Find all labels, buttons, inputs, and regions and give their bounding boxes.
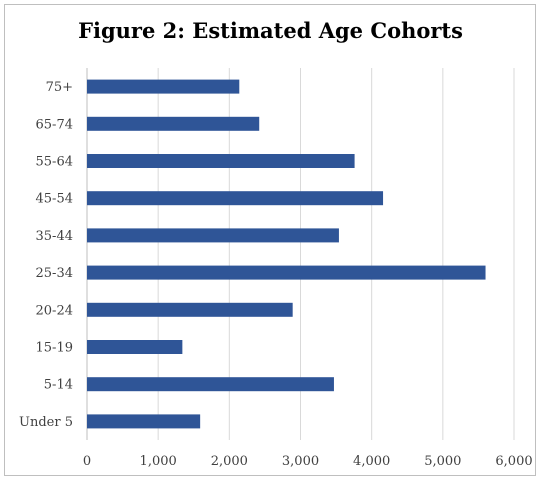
category-label: 65-74 xyxy=(36,117,73,132)
bar-20-24 xyxy=(87,302,293,317)
category-label: 35-44 xyxy=(36,229,73,244)
bar-65-74 xyxy=(87,116,260,131)
x-tick-label: 4,000 xyxy=(353,454,390,469)
category-label: 55-64 xyxy=(36,155,73,170)
bar-5-14 xyxy=(87,377,334,392)
x-tick-label: 6,000 xyxy=(495,454,532,469)
bar-under-5 xyxy=(87,414,201,429)
category-label: 75+ xyxy=(46,80,73,95)
category-label: 5-14 xyxy=(44,378,73,393)
x-tick-labels: 0 1,000 2,000 3,000 4,000 5,000 6,000 xyxy=(83,454,533,469)
bar-45-54 xyxy=(87,191,384,206)
category-label: 20-24 xyxy=(36,303,73,318)
bar-55-64 xyxy=(87,154,355,168)
x-tick-label: 5,000 xyxy=(424,454,461,469)
x-tick-label: 1,000 xyxy=(140,454,177,469)
category-label: 15-19 xyxy=(36,341,73,356)
x-tick-label: 0 xyxy=(83,454,91,469)
x-tick-label: 2,000 xyxy=(211,454,248,469)
chart-title: Figure 2: Estimated Age Cohorts xyxy=(78,18,463,43)
x-tick-label: 3,000 xyxy=(282,454,319,469)
bar-75- xyxy=(87,79,240,94)
bars xyxy=(87,79,486,429)
bar-35-44 xyxy=(87,228,339,243)
bar-15-19 xyxy=(87,340,183,354)
category-label: Under 5 xyxy=(19,415,73,430)
category-label: 25-34 xyxy=(36,266,73,281)
category-label: 45-54 xyxy=(36,192,73,207)
category-labels: Under 5 5-14 15-19 20-24 25-34 35-44 45-54 55-6… xyxy=(19,80,73,430)
bar-25-34 xyxy=(87,265,486,280)
